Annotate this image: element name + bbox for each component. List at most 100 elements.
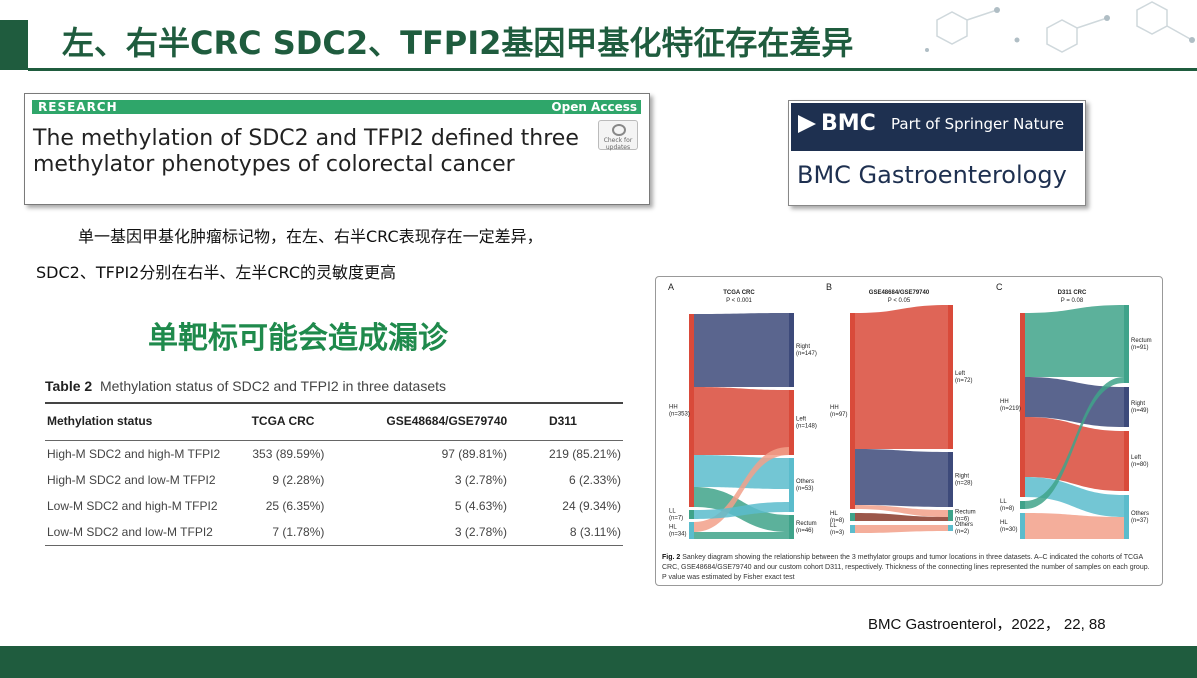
sankey-left-label: LL [830, 523, 837, 529]
sankey-node-left [850, 525, 855, 533]
springer-tagline: Part of Springer Nature [891, 115, 1065, 133]
citation: BMC Gastroenterol，2022， 22, 88 [868, 616, 1106, 633]
sankey-node-left [689, 522, 694, 539]
sankey-left-label: (n=97) [830, 412, 848, 418]
panel-pvalue: P = 0.08 [1061, 298, 1084, 304]
row-d311: 6 (2.33%) [568, 473, 621, 487]
sankey-node-right [1124, 431, 1129, 491]
sankey-link [855, 449, 948, 507]
sankey-right-label: (n=72) [955, 378, 973, 384]
row-gse: 3 (2.78%) [384, 519, 547, 546]
sankey-link [1025, 477, 1124, 517]
sankey-right-label: Right [796, 344, 810, 350]
figure-label: Fig. 2 [662, 554, 681, 561]
bmc-brand: BMC [821, 111, 876, 136]
sankey-link [855, 305, 948, 449]
sankey-node-left [689, 314, 694, 507]
sankey-node-left [1020, 513, 1025, 539]
sankey-link [694, 455, 789, 489]
methylation-table: Methylation status TCGA CRC GSE48684/GSE… [45, 402, 623, 546]
paper-title: The methylation of SDC2 and TFPI2 define… [33, 126, 579, 177]
sankey-left-label: HH [669, 405, 678, 411]
sankey-link [694, 532, 789, 539]
sankey-right-label: Left [955, 371, 965, 377]
footer-bar [0, 646, 1197, 678]
sankey-right-label: (n=53) [796, 486, 814, 492]
sankey-right-label: Others [1131, 511, 1149, 517]
sankey-node-right [789, 515, 794, 539]
sankey-right-label: (n=28) [955, 481, 973, 487]
description-line-1: 单一基因甲基化肿瘤标记物，在左、右半CRC表现存在一定差异， [78, 227, 543, 246]
header-underline [28, 68, 1197, 71]
journal-name: BMC Gastroenterology [797, 161, 1067, 189]
sankey-link [694, 387, 789, 455]
sankey-left-label: (n=34) [669, 532, 687, 538]
sankey-left-label: (n=7) [669, 516, 683, 522]
sankey-node-right [948, 525, 953, 531]
sankey-link [694, 447, 789, 532]
table-row: Low-M SDC2 and low-M TFPI2 7 (1.78%) 3 (… [45, 519, 623, 546]
panel-letter: A [668, 282, 674, 292]
sankey-left-label: LL [669, 509, 676, 515]
panel-pvalue: P < 0.001 [726, 298, 752, 304]
methylation-table-block: Table 2 Methylation status of SDC2 and T… [45, 378, 625, 546]
panel-letter: C [996, 282, 1003, 292]
sankey-left-label: (n=30) [1000, 527, 1018, 533]
sankey-left-label: (n=8) [1000, 506, 1014, 512]
paper-banner: RESEARCH Open Access [32, 100, 641, 114]
sankey-right-label: (n=6) [955, 517, 969, 523]
sankey-left-label: HH [830, 405, 839, 411]
row-status: Low-M SDC2 and high-M TFPI2 [47, 499, 218, 513]
header-methylation-status: Methylation status [45, 402, 250, 441]
sankey-node-left [689, 510, 694, 519]
sankey-node-right [1124, 387, 1129, 427]
row-tcga: 9 (2.28%) [272, 473, 325, 487]
sankey-left-label: (n=3) [830, 530, 844, 536]
sankey-right-label: (n=91) [1131, 345, 1149, 351]
table-header-row: Methylation status TCGA CRC GSE48684/GSE… [45, 402, 623, 441]
row-d311: 8 (3.11%) [546, 519, 623, 546]
sankey-left-label: HH [1000, 399, 1009, 405]
header-tcga: TCGA CRC [249, 402, 385, 441]
header-accent-block [0, 20, 28, 70]
emphasis-text: 单靶标可能会造成漏诊 [148, 321, 448, 356]
row-gse: 3 (2.78%) [454, 473, 507, 487]
sankey-right-label: (n=49) [1131, 408, 1149, 414]
sankey-node-right [789, 313, 794, 387]
panel-letter: B [826, 282, 832, 292]
figure-caption: Fig. 2 Sankey diagram showing the relati… [662, 553, 1156, 583]
check-for-updates-badge: Check for updates [598, 120, 638, 151]
sankey-link [1025, 513, 1124, 539]
row-gse: 97 (89.81%) [441, 447, 507, 461]
sankey-right-label: Left [796, 417, 806, 423]
sankey-right-label: (n=80) [1131, 462, 1149, 468]
panel-title: GSE48684/GSE79740 [869, 290, 930, 296]
sankey-right-label: Rectum [955, 510, 976, 516]
row-d311: 24 (9.34%) [562, 499, 621, 513]
row-status: High-M SDC2 and high-M TFPI2 [47, 447, 221, 461]
sankey-left-label: LL [1000, 499, 1007, 505]
row-gse: 5 (4.63%) [454, 499, 507, 513]
slide-title: 左、右半CRC SDC2、TFPI2基因甲基化特征存在差异 [62, 24, 854, 62]
sankey-right-label: Others [796, 479, 814, 485]
journal-banner: BMC Part of Springer Nature [791, 103, 1083, 151]
panel-pvalue: P < 0.05 [888, 298, 911, 304]
figure-caption-text: Sankey diagram showing the relationship … [662, 554, 1150, 581]
sankey-node-right [948, 305, 953, 449]
row-status: Low-M SDC2 and low-M TFPI2 [45, 519, 250, 546]
sankey-left-label: (n=353) [669, 412, 690, 418]
sankey-right-label: Others [955, 522, 973, 528]
table-label: Table 2 [45, 378, 93, 394]
sankey-link [1025, 417, 1124, 491]
sankey-link [855, 513, 948, 521]
sankey-node-right [948, 510, 953, 521]
sankey-left-label: (n=8) [830, 518, 844, 524]
row-tcga: 7 (1.78%) [249, 519, 385, 546]
sankey-right-label: Left [1131, 455, 1141, 461]
sankey-link [855, 505, 948, 517]
sankey-left-label: HL [830, 511, 838, 517]
sankey-right-label: Rectum [1131, 338, 1152, 344]
sankey-node-left [850, 513, 855, 521]
table-caption-text: Methylation status of SDC2 and TFPI2 in … [99, 378, 447, 394]
